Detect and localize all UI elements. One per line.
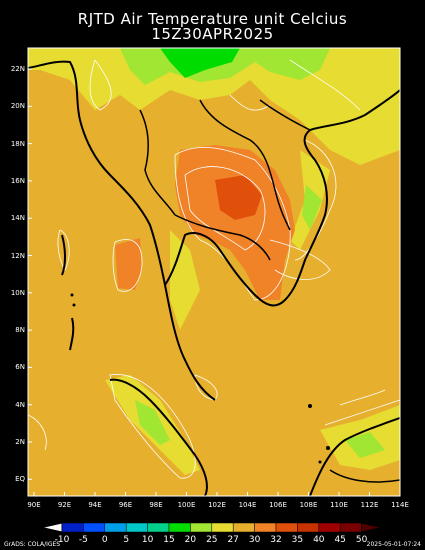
zone-mild-vietnam xyxy=(302,185,322,230)
lat-label: 18N xyxy=(10,139,25,148)
colorbar-segment xyxy=(275,522,298,533)
zone-hot-core xyxy=(215,175,262,220)
footer-timestamp: 2025-05-01-07:24 xyxy=(366,541,421,548)
lon-label: 96E xyxy=(118,501,133,509)
colorbar-tick-label: 25 xyxy=(206,535,218,545)
lat-label: 14N xyxy=(10,214,25,223)
lon-label: 108E xyxy=(299,501,318,509)
lat-label: 20N xyxy=(10,102,25,111)
colorbar-segment xyxy=(147,522,170,533)
colorbar-arrow-low xyxy=(41,522,63,533)
lon-label: 100E xyxy=(177,501,196,509)
lat-label: 8N xyxy=(15,326,25,335)
colorbar-tick-label: 27 xyxy=(227,535,239,545)
country-borders xyxy=(139,99,400,483)
islands xyxy=(70,293,330,464)
colorbar-tick-label: 50 xyxy=(355,535,368,545)
lon-label: 112E xyxy=(360,501,379,509)
lat-label: 10N xyxy=(10,288,25,297)
lat-label: 6N xyxy=(15,363,25,372)
zone-mild-borneo xyxy=(345,432,385,458)
lon-label: 104E xyxy=(238,501,257,509)
lat-label: 12N xyxy=(10,251,25,260)
lat-label: 16N xyxy=(10,176,25,185)
colorbar-segment xyxy=(254,522,277,533)
map-frame xyxy=(27,47,401,497)
lat-label: 22N xyxy=(10,65,25,73)
colorbar-tick-label: 20 xyxy=(184,535,197,545)
zone-mild-sumatra xyxy=(135,400,170,445)
axis-ticks xyxy=(28,68,401,496)
colorbar-tick-label: 30 xyxy=(248,535,261,545)
lon-label: 90E xyxy=(27,501,41,509)
coastlines xyxy=(28,60,400,496)
colorbar-tick-label: 40 xyxy=(313,535,325,545)
colorbar-segment xyxy=(297,522,320,533)
lat-label: 4N xyxy=(15,400,25,409)
colorbar-segment xyxy=(190,522,213,533)
zone-cool-north xyxy=(28,48,400,165)
colorbar-tick-label: -10 xyxy=(54,535,70,545)
lon-label: 106E xyxy=(269,501,287,509)
colorbar-segment xyxy=(318,522,341,533)
map-timestamp: 15Z30APR2025 xyxy=(151,25,274,43)
colorbar-segment xyxy=(61,522,84,533)
colorbar-tick-label: 35 xyxy=(291,535,304,545)
colorbar-segment xyxy=(125,522,148,533)
colorbar-segment xyxy=(232,522,255,533)
colorbar-segment xyxy=(339,522,362,533)
lon-label: 110E xyxy=(330,501,348,509)
isotherm-contours xyxy=(28,59,400,479)
lon-label: 92E xyxy=(57,501,72,509)
colorbar-segment xyxy=(104,522,127,533)
lon-label: 102E xyxy=(208,501,226,509)
lat-label: 2N xyxy=(15,438,25,446)
colorbar-tick-label: 5 xyxy=(123,535,130,545)
colorbar-segment xyxy=(83,522,106,533)
colorbar-segment xyxy=(168,522,191,533)
zone-cold-top xyxy=(160,48,240,78)
colorbar-tick-label: 15 xyxy=(163,535,175,545)
lon-label: 98E xyxy=(149,501,163,509)
zone-warm-andaman xyxy=(115,238,142,290)
map-title: RJTD Air Temperature unit Celcius xyxy=(77,10,348,28)
lat-label: EQ xyxy=(15,475,25,484)
lon-label: 94E xyxy=(88,501,102,509)
colorbar-tick-label: 0 xyxy=(101,535,108,545)
colorbar-tick-label: 10 xyxy=(141,535,154,545)
colorbar-segment xyxy=(211,522,234,533)
colorbar-arrow-high xyxy=(361,522,382,533)
colorbar-tick-label: -5 xyxy=(78,535,88,545)
lon-label: 114E xyxy=(391,501,409,509)
colorbar-tick-label: 32 xyxy=(270,535,282,545)
zone-warm-indochina xyxy=(175,145,295,300)
colorbar-tick-label: 45 xyxy=(334,535,346,545)
footer-credit: GrADS: COLA/IGES xyxy=(4,541,61,548)
